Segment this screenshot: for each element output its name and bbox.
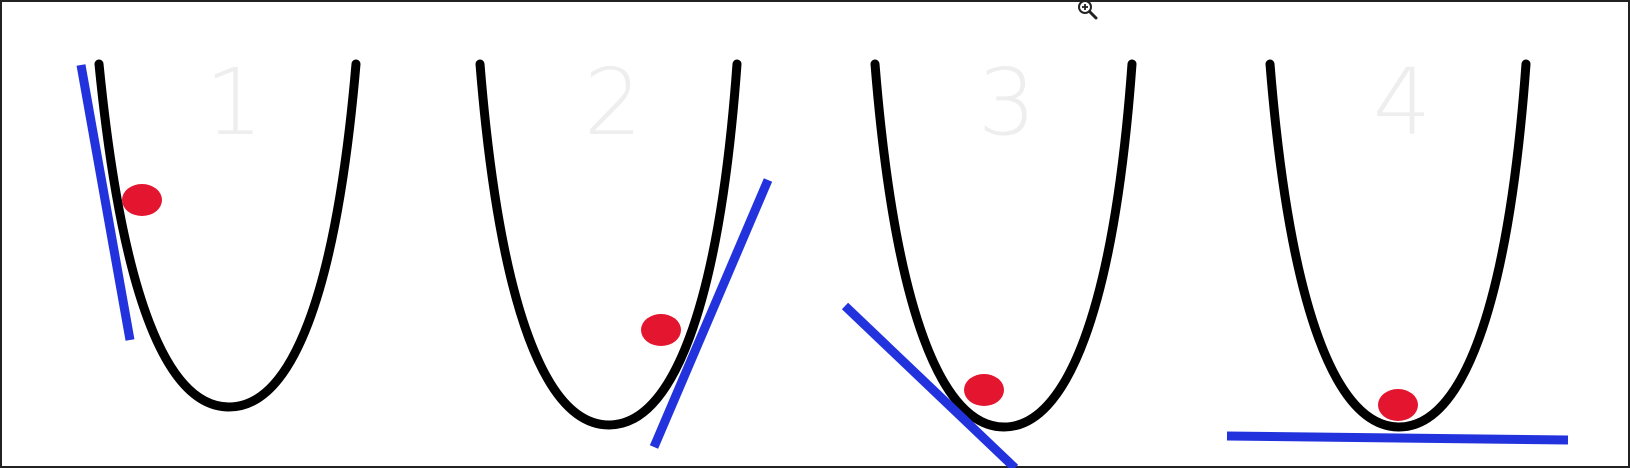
panel-number-3: 3 [978, 49, 1037, 156]
panel-number-4: 4 [1373, 49, 1432, 156]
ball-2 [641, 314, 681, 346]
tangent-line-1 [76, 64, 135, 341]
tangent-line-4 [1226, 431, 1569, 445]
parabola-curve-4 [1265, 59, 1531, 432]
panel-number-2: 2 [584, 49, 643, 156]
ball-4 [1378, 389, 1418, 421]
panel-1: 1 [76, 49, 361, 412]
panel-number-1: 1 [205, 49, 264, 156]
parabola-curve-1 [94, 59, 361, 412]
parabola-curve-2 [475, 59, 742, 430]
parabola-curve-3 [870, 59, 1137, 432]
tangent-line-3 [841, 302, 1019, 468]
panel-3: 3 [841, 49, 1137, 468]
ball-3 [964, 374, 1004, 406]
tangent-line-2 [649, 178, 773, 449]
panel-4: 4 [1226, 49, 1569, 445]
ball-1 [122, 184, 162, 216]
zoom-in-cursor-icon [1078, 0, 1098, 20]
panel-2: 2 [475, 49, 773, 449]
